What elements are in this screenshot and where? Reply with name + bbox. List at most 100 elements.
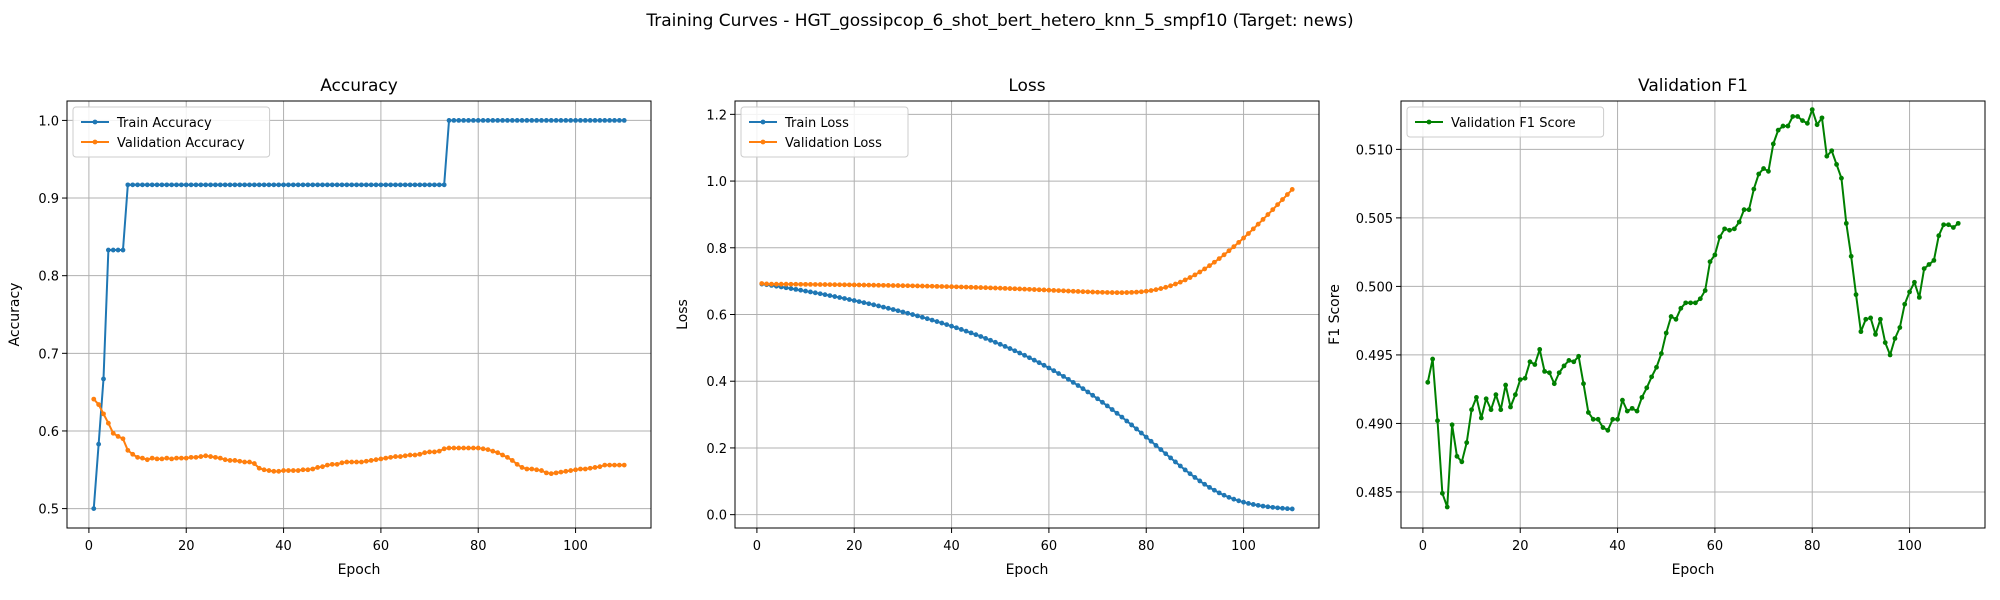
data-point (1231, 244, 1237, 250)
data-point (1134, 426, 1139, 432)
data-point (1036, 360, 1042, 366)
data-point (1114, 290, 1120, 296)
data-point (1265, 504, 1271, 510)
x-tick-label: 80 (1804, 539, 1821, 554)
data-point (1163, 451, 1169, 457)
data-point (1041, 287, 1047, 293)
data-point (963, 328, 969, 334)
data-point (812, 290, 818, 296)
data-point (934, 283, 940, 289)
data-point (198, 182, 204, 188)
x-tick-label: 40 (275, 539, 292, 554)
data-point (803, 281, 808, 287)
data-point (1873, 331, 1878, 337)
data-point (1163, 284, 1169, 290)
data-point (871, 282, 877, 288)
data-point (812, 282, 818, 287)
data-point (573, 467, 578, 473)
data-point (500, 452, 505, 458)
data-point (1702, 288, 1708, 293)
chart-panel-1: 0 20 40 60 80 100 0.5 0.6 0.7 0.8 0.9 1.0 Accuracy Ep… (7, 76, 652, 578)
x-tick-label: 100 (1897, 539, 1922, 554)
data-point (436, 448, 442, 454)
data-point (822, 282, 828, 287)
data-point (490, 448, 496, 454)
chart-panel-3: 0 20 40 60 80 100 0.485 0.490 0.495 0.500 0.505 0.5… (1327, 76, 1986, 578)
data-point (1912, 279, 1917, 285)
data-point (290, 468, 296, 473)
data-point (1275, 505, 1281, 511)
data-point (543, 470, 549, 476)
data-point (1192, 475, 1198, 480)
data-point (1246, 501, 1251, 506)
data-point (827, 282, 833, 288)
data-point (135, 454, 140, 460)
data-point (1649, 374, 1655, 380)
data-point (383, 182, 389, 188)
data-point (1503, 382, 1509, 388)
data-point (295, 468, 301, 473)
x-tick-label: 20 (178, 539, 195, 554)
data-point (1065, 288, 1071, 294)
chart-title: Loss (1008, 76, 1045, 96)
data-point (929, 317, 935, 323)
data-point (140, 182, 145, 188)
data-point (1207, 263, 1212, 269)
data-point (597, 464, 603, 470)
data-point (846, 297, 852, 302)
data-point (817, 282, 823, 287)
data-point (1678, 305, 1684, 311)
data-point (978, 334, 984, 339)
data-point (1216, 490, 1222, 496)
data-point (983, 335, 989, 341)
data-point (851, 298, 857, 303)
data-point (1002, 285, 1008, 291)
data-point (514, 461, 520, 467)
data-point (466, 445, 471, 451)
data-point (1512, 392, 1518, 398)
data-point (519, 465, 525, 470)
data-point (997, 341, 1003, 347)
data-point (344, 182, 350, 188)
data-point (388, 182, 394, 188)
data-point (778, 281, 784, 287)
data-point (905, 283, 911, 289)
data-point (130, 451, 136, 457)
data-point (1153, 287, 1159, 293)
data-point (144, 182, 150, 188)
data-point (402, 453, 408, 459)
data-point (276, 468, 282, 474)
data-point (612, 462, 617, 468)
data-point (407, 182, 413, 188)
data-point (1595, 416, 1601, 422)
data-point (329, 182, 335, 188)
data-point (1134, 289, 1139, 295)
axes-frame (66, 100, 652, 529)
data-point (1211, 487, 1217, 493)
data-point (1187, 275, 1193, 280)
data-point (1080, 289, 1086, 295)
data-point (1090, 392, 1096, 398)
x-tick-label: 40 (1609, 539, 1626, 554)
data-point (1950, 225, 1956, 230)
data-point (227, 458, 233, 463)
data-point (1444, 504, 1450, 510)
data-point (1177, 463, 1183, 469)
data-point (105, 247, 111, 253)
data-point (1119, 414, 1125, 420)
data-point (1241, 499, 1246, 505)
data-point (1070, 379, 1076, 385)
data-point (827, 293, 833, 298)
data-point (1270, 504, 1276, 510)
data-point (988, 337, 993, 343)
data-point (490, 118, 496, 123)
data-point (1109, 290, 1115, 295)
data-point (149, 455, 155, 461)
data-point (135, 182, 140, 188)
data-point (505, 454, 510, 460)
data-point (334, 461, 340, 467)
data-point (1902, 301, 1908, 307)
data-point (876, 303, 881, 309)
data-point (895, 283, 901, 288)
data-point (495, 118, 501, 123)
